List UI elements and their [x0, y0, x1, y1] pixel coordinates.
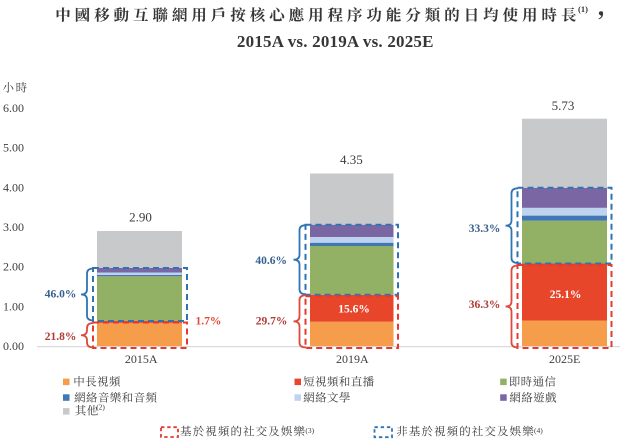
svg-text:15.6%: 15.6%	[338, 304, 370, 316]
svg-text:21.8%: 21.8%	[45, 331, 77, 343]
svg-text:(3): (3)	[305, 426, 314, 435]
svg-text:33.3%: 33.3%	[469, 223, 501, 235]
svg-text:2.00: 2.00	[3, 260, 24, 274]
svg-text:0.00: 0.00	[3, 339, 24, 353]
svg-text:(2): (2)	[96, 403, 105, 412]
svg-text:2.90: 2.90	[129, 210, 152, 225]
svg-text:1.7%: 1.7%	[196, 316, 222, 328]
svg-text:5.00: 5.00	[3, 141, 24, 155]
svg-text:2015A vs. 2019A vs. 2025E: 2015A vs. 2019A vs. 2025E	[237, 32, 434, 51]
svg-text:(1): (1)	[578, 4, 588, 14]
svg-text:2015A: 2015A	[125, 352, 158, 366]
svg-text:(4): (4)	[534, 426, 543, 435]
svg-text:5.73: 5.73	[552, 98, 575, 113]
svg-text:1.00: 1.00	[3, 299, 24, 313]
svg-text:46.0%: 46.0%	[45, 288, 77, 300]
svg-text:36.3%: 36.3%	[469, 299, 501, 311]
svg-text:4.35: 4.35	[340, 152, 363, 167]
svg-text:2025E: 2025E	[549, 352, 580, 366]
svg-text:29.7%: 29.7%	[256, 315, 288, 327]
svg-text:2019A: 2019A	[336, 352, 369, 366]
svg-text:6.00: 6.00	[3, 101, 24, 115]
svg-text:4.00: 4.00	[3, 180, 24, 194]
svg-text:25.1%: 25.1%	[550, 289, 582, 301]
svg-text:40.6%: 40.6%	[255, 255, 287, 267]
svg-text:3.00: 3.00	[3, 220, 24, 234]
